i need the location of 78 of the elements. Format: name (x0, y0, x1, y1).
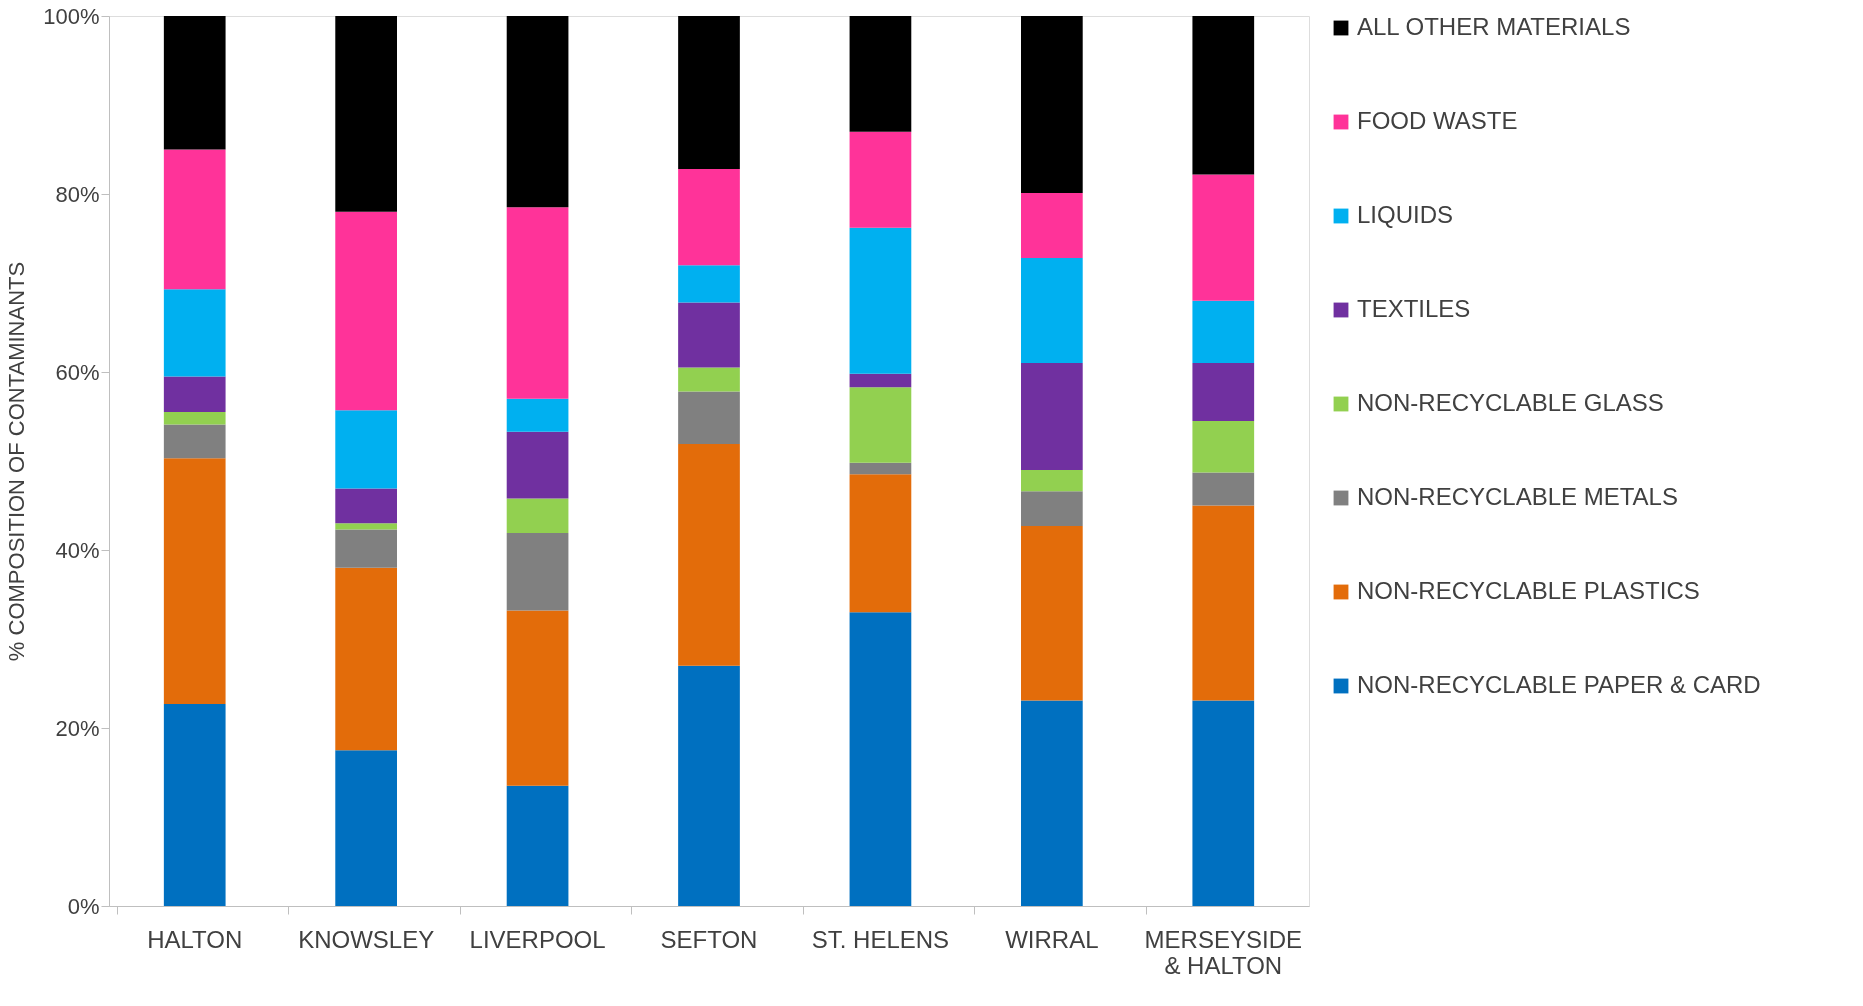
bar (506, 398, 569, 432)
bar (163, 458, 226, 704)
bar (1021, 258, 1083, 364)
x-tick-label: WIRRAL (1005, 925, 1099, 953)
bar (678, 391, 740, 445)
bar (678, 16, 740, 170)
bar (678, 302, 740, 368)
bar (678, 367, 740, 392)
bar (1021, 491, 1083, 526)
bar (1192, 472, 1255, 506)
y-tick-label: 80% (55, 181, 100, 207)
bar (163, 149, 226, 290)
bar (1192, 16, 1255, 175)
bar (335, 523, 397, 530)
bar (163, 703, 226, 906)
bar (1021, 700, 1083, 906)
bar (1192, 420, 1255, 473)
bar (335, 750, 397, 906)
bar (506, 785, 569, 906)
bar (678, 169, 740, 266)
bar (849, 387, 912, 463)
bar (163, 412, 226, 425)
bar (335, 211, 397, 411)
x-tick-label: MERSEYSIDE & HALTON (1144, 925, 1302, 979)
y-tick-label: 100% (43, 3, 100, 29)
bar (849, 227, 912, 374)
bar (1021, 16, 1083, 194)
x-tick-label: HALTON (147, 925, 243, 953)
bar (163, 376, 226, 413)
bar (849, 612, 912, 906)
bar (506, 207, 569, 399)
bar (1021, 525, 1083, 701)
bar (163, 424, 226, 459)
bar (506, 498, 569, 534)
legend-label: NON-RECYCLABLE PLASTICS (1357, 577, 1700, 604)
bar (506, 431, 569, 499)
bar (506, 16, 569, 208)
bar (1192, 174, 1255, 301)
bar (506, 610, 569, 786)
bar (506, 533, 569, 611)
bar (1192, 505, 1255, 701)
bar (1021, 363, 1083, 470)
bar (849, 474, 912, 613)
bar (335, 410, 397, 489)
y-axis-title: % COMPOSITION OF CONTAMINANTS (4, 261, 30, 662)
bar (335, 567, 397, 751)
bar (1192, 300, 1255, 364)
legend-label: NON-RECYCLABLE METALS (1357, 483, 1678, 510)
y-tick-label: 0% (67, 893, 100, 919)
bar (1192, 700, 1255, 906)
bar (1021, 193, 1083, 259)
x-tick-label: ST. HELENS (811, 925, 950, 953)
x-tick-label: LIVERPOOL (469, 925, 606, 953)
legend-label: NON-RECYCLABLE PAPER & CARD (1357, 671, 1761, 698)
bar (849, 131, 912, 228)
legend-label: NON-RECYCLABLE GLASS (1357, 389, 1664, 416)
y-tick-label: 40% (55, 537, 100, 563)
bar (1021, 469, 1083, 492)
bar (335, 16, 397, 212)
bar (1192, 363, 1255, 421)
bar (678, 265, 740, 303)
bar (163, 289, 226, 377)
bar (335, 488, 397, 524)
y-tick-label: 20% (55, 715, 100, 741)
legend-label: ALL OTHER MATERIALS (1357, 13, 1631, 40)
bar (849, 16, 912, 132)
bar (849, 373, 912, 388)
bar (678, 444, 740, 666)
bar (335, 529, 397, 568)
legend-label: LIQUIDS (1357, 201, 1454, 228)
legend-label: FOOD WASTE (1357, 107, 1518, 134)
bar (678, 665, 740, 906)
y-tick-label: 60% (55, 359, 100, 385)
legend-label: TEXTILES (1357, 295, 1471, 322)
bar (849, 462, 912, 475)
x-tick-label: SEFTON (660, 925, 758, 953)
x-tick-label: KNOWSLEY (298, 925, 435, 953)
bar (163, 16, 226, 150)
